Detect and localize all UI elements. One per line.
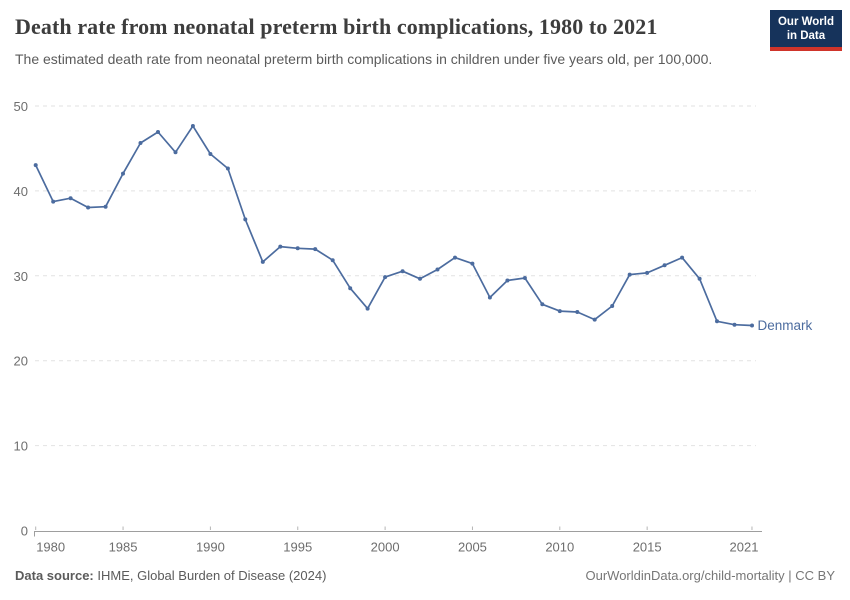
data-point[interactable]: [732, 322, 737, 327]
series-end-label[interactable]: Denmark: [757, 318, 812, 333]
data-point[interactable]: [243, 217, 248, 222]
y-tick-label: 0: [21, 524, 28, 539]
owid-logo-line1: Our World: [777, 16, 834, 28]
data-point[interactable]: [208, 152, 213, 156]
data-point[interactable]: [435, 267, 440, 272]
x-tick-label: 2000: [371, 540, 400, 555]
data-point[interactable]: [190, 124, 195, 128]
data-point[interactable]: [348, 286, 353, 291]
owid-logo-line2: in Data: [786, 30, 826, 42]
data-point[interactable]: [33, 163, 38, 168]
y-tick-label: 10: [14, 439, 28, 454]
data-point[interactable]: [400, 269, 405, 274]
data-point[interactable]: [575, 310, 580, 314]
chart-header: Death rate from neonatal preterm birth c…: [15, 13, 765, 69]
data-point[interactable]: [365, 306, 370, 311]
y-tick-label: 40: [14, 184, 28, 199]
y-tick-label: 20: [14, 354, 28, 369]
data-point[interactable]: [505, 278, 510, 283]
data-point[interactable]: [156, 130, 160, 134]
x-tick-label: 2010: [545, 540, 574, 555]
data-point[interactable]: [645, 270, 650, 275]
x-tick-label: 1985: [109, 540, 138, 555]
data-point[interactable]: [173, 150, 178, 155]
chart-subtitle: The estimated death rate from neonatal p…: [15, 51, 713, 67]
data-point[interactable]: [86, 205, 91, 210]
data-point[interactable]: [418, 276, 422, 281]
data-point[interactable]: [260, 259, 265, 264]
data-point[interactable]: [540, 302, 545, 307]
data-point[interactable]: [278, 244, 283, 249]
owid-logo[interactable]: Our World in Data: [769, 10, 842, 51]
x-tick-label: 2005: [458, 540, 487, 555]
data-point[interactable]: [697, 276, 702, 281]
data-source-label: Data source:: [15, 568, 94, 583]
chart-title: Death rate from neonatal preterm birth c…: [15, 14, 658, 39]
data-point[interactable]: [225, 166, 230, 171]
x-tick-label: 2015: [633, 540, 662, 555]
data-point[interactable]: [715, 319, 719, 324]
data-point[interactable]: [121, 171, 125, 176]
x-tick-label: 2021: [730, 540, 759, 555]
data-point[interactable]: [330, 258, 335, 263]
data-point[interactable]: [750, 323, 754, 328]
data-point[interactable]: [453, 255, 457, 260]
data-point[interactable]: [470, 261, 475, 266]
denmark-line[interactable]: [34, 125, 753, 327]
data-point[interactable]: [557, 309, 562, 314]
data-point[interactable]: [522, 276, 527, 280]
data-source-value: IHME, Global Burden of Disease (2024): [93, 568, 327, 583]
x-tick-label: 1980: [36, 540, 65, 555]
data-point[interactable]: [610, 304, 615, 308]
data-point[interactable]: [295, 246, 300, 251]
data-point[interactable]: [68, 196, 73, 201]
data-point[interactable]: [680, 255, 685, 260]
data-point[interactable]: [662, 263, 667, 268]
data-point[interactable]: [103, 204, 108, 209]
data-source-note: Data source: IHME, Global Burden of Dise…: [15, 568, 326, 583]
data-point[interactable]: [138, 141, 143, 145]
x-tick-label: 1995: [283, 540, 312, 555]
data-point[interactable]: [383, 275, 388, 280]
data-point[interactable]: [627, 272, 632, 277]
data-point[interactable]: [592, 317, 597, 322]
chart-footer: Data source: IHME, Global Burden of Dise…: [15, 568, 835, 583]
data-point[interactable]: [487, 295, 492, 300]
y-tick-label: 30: [14, 269, 28, 284]
y-tick-label: 50: [14, 99, 28, 114]
x-tick-label: 1990: [196, 540, 225, 555]
owid-citation-link[interactable]: OurWorldinData.org/child-mortality | CC …: [585, 568, 836, 583]
data-point[interactable]: [313, 247, 318, 252]
data-point[interactable]: [51, 199, 56, 204]
